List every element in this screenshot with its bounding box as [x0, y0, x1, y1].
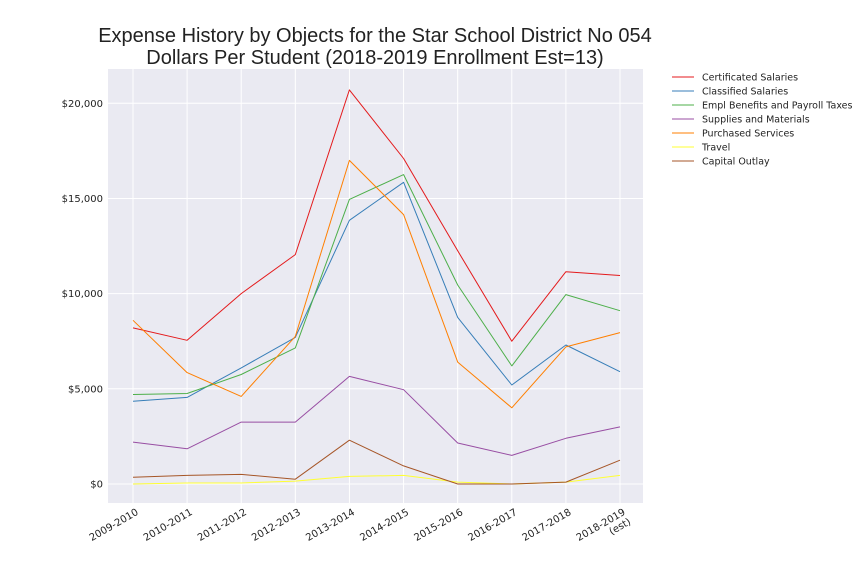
chart-title-line-1: Expense History by Objects for the Star … — [98, 25, 652, 47]
x-tick-label: 2014-2015 — [358, 507, 411, 544]
y-axis-tick-labels: $0 $5,000 $10,000 $15,000 $20,000 — [62, 99, 103, 491]
series-line-supplies-and-materials — [132, 375, 621, 456]
y-tick-label: $10,000 — [62, 289, 103, 300]
x-tick-label: 2009-2010 — [88, 507, 141, 544]
series-line-capital-outlay — [132, 439, 621, 485]
legend-label: Capital Outlay — [702, 157, 770, 168]
x-tick-label: 2011-2012 — [196, 507, 249, 544]
x-tick-label: 2012-2013 — [250, 507, 303, 544]
series-line-purchased-services — [132, 159, 621, 409]
y-tick-label: $15,000 — [62, 194, 103, 205]
y-tick-label: $20,000 — [62, 99, 103, 110]
legend-label: Empl Benefits and Payroll Taxes — [702, 101, 853, 112]
legend: Certificated Salaries Classified Salaries… — [672, 73, 853, 168]
legend-label: Travel — [701, 143, 730, 154]
y-tick-label: $0 — [90, 479, 103, 490]
legend-label: Supplies and Materials — [702, 115, 810, 126]
x-tick-label: 2013-2014 — [304, 507, 357, 544]
x-tick-label: 2016-2017 — [467, 507, 520, 544]
legend-label: Classified Salaries — [702, 87, 788, 98]
x-tick-label: 2018-2019(est) — [575, 507, 633, 553]
x-tick-label: 2015-2016 — [412, 507, 465, 544]
chart-title: Expense History by Objects for the Star … — [98, 25, 652, 69]
series-line-certificated-salaries — [132, 89, 621, 342]
x-tick-label: 2017-2018 — [521, 507, 574, 544]
y-tick-label: $5,000 — [68, 384, 103, 395]
plot-area — [108, 69, 643, 503]
chart-title-line-2: Dollars Per Student (2018-2019 Enrollmen… — [146, 47, 603, 69]
series-line-classified-salaries — [132, 181, 621, 402]
series-lines — [132, 89, 621, 485]
legend-label: Purchased Services — [702, 129, 794, 140]
x-tick-label: 2010-2011 — [142, 507, 195, 544]
x-axis-tick-labels: 2009-2010 2010-2011 2011-2012 2012-2013 2013… — [88, 507, 633, 553]
gridlines — [108, 69, 643, 503]
legend-label: Certificated Salaries — [702, 73, 798, 84]
